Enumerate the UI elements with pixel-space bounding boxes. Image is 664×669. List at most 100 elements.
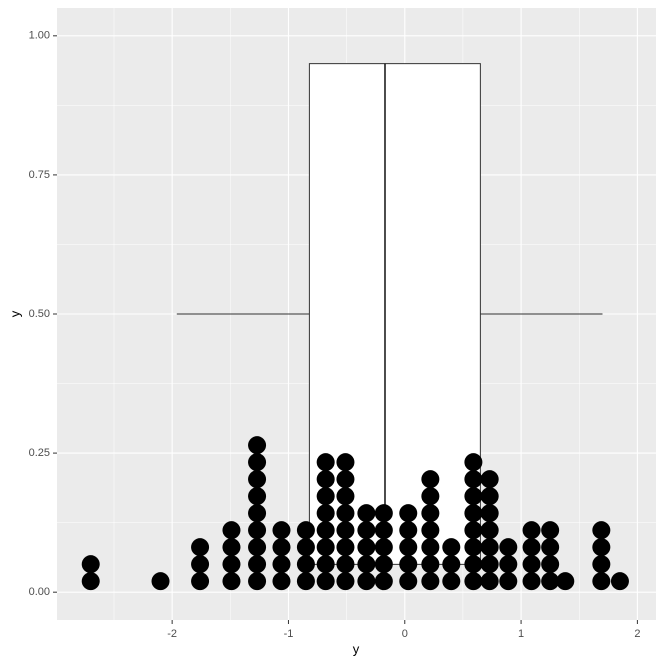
dot [248,487,267,506]
dot [522,521,541,540]
dot [151,572,170,591]
dot [541,572,560,591]
x-tick-label: -1 [284,628,294,640]
dot [421,487,440,506]
dot [592,538,611,557]
dot [374,538,393,557]
dot [464,470,483,489]
dot [592,521,611,540]
dot [464,572,483,591]
dot [336,572,355,591]
dot [248,436,267,455]
dot [316,487,335,506]
dot [272,555,291,574]
y-tick-label: 0.75 [29,169,50,181]
dot [480,521,499,540]
dot [399,538,418,557]
dot [374,555,393,574]
dot [541,555,560,574]
dot [316,555,335,574]
dot [336,555,355,574]
dot [480,504,499,523]
dot [464,487,483,506]
dot [421,572,440,591]
dot [316,453,335,472]
dot [248,470,267,489]
dot [248,572,267,591]
x-axis-label: y [353,641,360,656]
dot [336,538,355,557]
dot [480,470,499,489]
dot [480,555,499,574]
dot [421,470,440,489]
dot [316,470,335,489]
dot [191,572,210,591]
dot [191,555,210,574]
dot [357,572,376,591]
dot [357,504,376,523]
dot [296,538,315,557]
dot [464,555,483,574]
dot [374,521,393,540]
dot [222,555,241,574]
dot [357,538,376,557]
dot [316,521,335,540]
dot [499,555,518,574]
dot [248,453,267,472]
dot [464,453,483,472]
dot [399,572,418,591]
y-tick-label: 0.00 [29,586,50,598]
dot [541,521,560,540]
dot [399,521,418,540]
dot [442,538,461,557]
dot [480,487,499,506]
dot [592,572,611,591]
dot [357,521,376,540]
dot [81,555,100,574]
dot [480,538,499,557]
dot [399,504,418,523]
dot [248,538,267,557]
dot [442,555,461,574]
dot [316,572,335,591]
y-tick-label: 0.50 [29,308,50,320]
dot [499,572,518,591]
dot [191,538,210,557]
dot [374,504,393,523]
dot [336,521,355,540]
dot [336,453,355,472]
dot [592,555,611,574]
dot [296,521,315,540]
dot [81,572,100,591]
y-axis-label: y [7,310,22,317]
dot [248,521,267,540]
dot [499,538,518,557]
dot [357,555,376,574]
x-tick-label: 2 [634,628,640,640]
dot [296,555,315,574]
dot [421,538,440,557]
dot [442,572,461,591]
dot [464,521,483,540]
dot [556,572,575,591]
dot [522,555,541,574]
dot [248,504,267,523]
dot [421,504,440,523]
x-tick-label: 1 [518,628,524,640]
dot [336,504,355,523]
dot [296,572,315,591]
dot [336,470,355,489]
box [308,63,481,565]
y-tick-label: 1.00 [29,30,50,42]
dot [272,521,291,540]
dot [421,521,440,540]
dot [480,572,499,591]
dot [316,504,335,523]
dot [374,572,393,591]
dot [541,538,560,557]
dot [399,555,418,574]
x-tick-label: 0 [402,628,408,640]
dot [316,538,335,557]
dot [248,555,267,574]
